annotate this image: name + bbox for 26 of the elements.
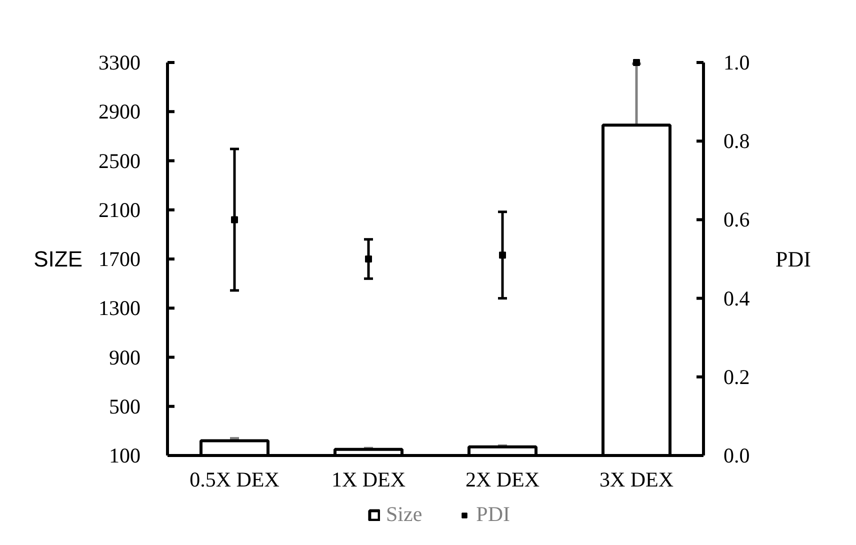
y-axis-title: SIZE — [34, 246, 83, 272]
x-tick-label: 2X DEX — [465, 468, 540, 492]
y-tick-label: 3300 — [98, 50, 140, 74]
x-tick-label: 1X DEX — [331, 468, 406, 492]
y-tick-label: 1700 — [98, 247, 140, 271]
x-tick-label: 3X DEX — [599, 468, 674, 492]
y-tick-label: 2100 — [98, 198, 140, 222]
y2-tick-label: 0.2 — [724, 364, 750, 389]
y-tick-label: 900 — [109, 345, 140, 370]
y-tick-label: 100 — [109, 444, 140, 468]
y2-tick-label: 0.4 — [724, 286, 750, 310]
y-tick-label: 2500 — [98, 148, 140, 173]
legend-label: Size — [386, 502, 422, 527]
y2-axis-title: PDI — [776, 246, 811, 272]
y-tick-label: 500 — [109, 394, 140, 418]
point — [499, 252, 506, 259]
point — [231, 216, 238, 224]
y2-tick-label: 0.0 — [724, 444, 750, 468]
y2-tick-label: 1.0 — [724, 50, 750, 74]
point — [365, 256, 372, 262]
legend-label: PDI — [476, 502, 510, 527]
y2-tick-label: 0.6 — [724, 208, 750, 232]
y-tick-label: 2900 — [98, 100, 140, 124]
y2-tick-label: 0.8 — [724, 129, 750, 154]
y-tick-label: 1300 — [98, 296, 140, 320]
x-tick-label: 0.5X DEX — [190, 468, 280, 492]
